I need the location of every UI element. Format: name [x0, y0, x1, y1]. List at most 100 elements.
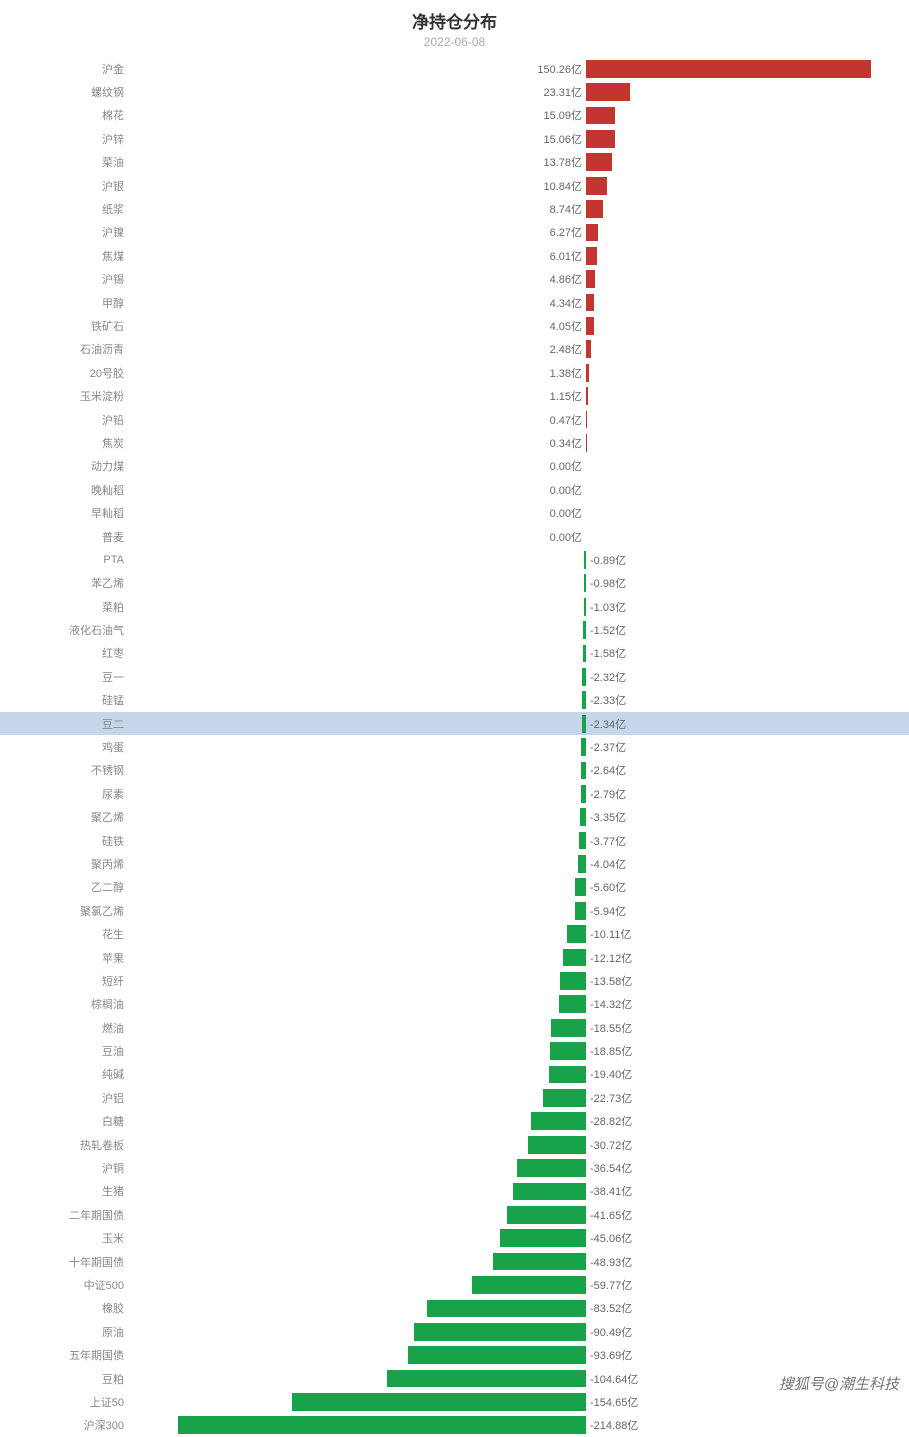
- chart-row[interactable]: 二年期国债-41.65亿: [0, 1203, 909, 1226]
- chart-row[interactable]: 白糖-28.82亿: [0, 1110, 909, 1133]
- chart-row[interactable]: 生猪-38.41亿: [0, 1180, 909, 1203]
- chart-row[interactable]: 尿素-2.79亿: [0, 782, 909, 805]
- chart-row[interactable]: 纸浆8.74亿: [0, 197, 909, 220]
- bar-cell: -1.52亿: [130, 618, 909, 641]
- chart-row[interactable]: 沪锡4.86亿: [0, 268, 909, 291]
- chart-row[interactable]: 不锈钢-2.64亿: [0, 759, 909, 782]
- chart-row[interactable]: 沪银10.84亿: [0, 174, 909, 197]
- chart-row[interactable]: 橡胶-83.52亿: [0, 1297, 909, 1320]
- bar-cell: 15.09亿: [130, 104, 909, 127]
- bar-cell: -2.37亿: [130, 735, 909, 758]
- value-label: 0.34亿: [550, 435, 586, 451]
- chart-row[interactable]: 铁矿石4.05亿: [0, 314, 909, 337]
- chart-row[interactable]: 早籼稻0.00亿: [0, 501, 909, 524]
- chart-row[interactable]: 红枣-1.58亿: [0, 642, 909, 665]
- chart-row[interactable]: 十年期国债-48.93亿: [0, 1250, 909, 1273]
- bar-cell: 6.27亿: [130, 221, 909, 244]
- chart-row[interactable]: 豆油-18.85亿: [0, 1039, 909, 1062]
- chart-row[interactable]: 聚丙烯-4.04亿: [0, 852, 909, 875]
- chart-row[interactable]: 聚乙烯-3.35亿: [0, 806, 909, 829]
- chart-row[interactable]: PTA-0.89亿: [0, 548, 909, 571]
- bar-cell: -3.77亿: [130, 829, 909, 852]
- value-label: 0.00亿: [550, 505, 586, 521]
- chart-row[interactable]: 普麦0.00亿: [0, 525, 909, 548]
- category-label: 尿素: [0, 786, 130, 802]
- bar-positive: [586, 247, 597, 265]
- bar-cell: -12.12亿: [130, 946, 909, 969]
- chart-row[interactable]: 上证50-154.65亿: [0, 1390, 909, 1413]
- value-label: 0.47亿: [550, 412, 586, 428]
- chart-row[interactable]: 短纤-13.58亿: [0, 969, 909, 992]
- chart-row[interactable]: 棉花15.09亿: [0, 104, 909, 127]
- category-label: 棕榈油: [0, 996, 130, 1012]
- bar-negative: [575, 878, 586, 896]
- chart-row[interactable]: 石油沥青2.48亿: [0, 338, 909, 361]
- chart-row[interactable]: 苯乙烯-0.98亿: [0, 572, 909, 595]
- value-label: -10.11亿: [586, 926, 631, 942]
- bar-positive: [586, 200, 603, 218]
- chart-row[interactable]: 鸡蛋-2.37亿: [0, 735, 909, 758]
- value-label: 4.86亿: [550, 271, 586, 287]
- chart-row[interactable]: 豆粕-104.64亿: [0, 1367, 909, 1390]
- category-label: 玉米: [0, 1230, 130, 1246]
- category-label: 聚丙烯: [0, 856, 130, 872]
- chart-row[interactable]: 原油-90.49亿: [0, 1320, 909, 1343]
- chart-row[interactable]: 液化石油气-1.52亿: [0, 618, 909, 641]
- bar-cell: 15.06亿: [130, 127, 909, 150]
- chart-row[interactable]: 豆一-2.32亿: [0, 665, 909, 688]
- bar-positive: [586, 434, 587, 452]
- chart-row[interactable]: 沪铅0.47亿: [0, 408, 909, 431]
- chart-row[interactable]: 沪铜-36.54亿: [0, 1156, 909, 1179]
- chart-row[interactable]: 纯碱-19.40亿: [0, 1063, 909, 1086]
- chart-row[interactable]: 20号胶1.38亿: [0, 361, 909, 384]
- chart-row[interactable]: 菜油13.78亿: [0, 151, 909, 174]
- chart-area: 沪金150.26亿螺纹钢23.31亿棉花15.09亿沪锌 15.06亿菜油13.7…: [0, 57, 909, 1437]
- category-label: 聚乙烯: [0, 809, 130, 825]
- chart-row[interactable]: 花生-10.11亿: [0, 922, 909, 945]
- chart-row[interactable]: 豆二-2.34亿: [0, 712, 909, 735]
- bar-cell: -4.04亿: [130, 852, 909, 875]
- chart-row[interactable]: 棕榈油-14.32亿: [0, 993, 909, 1016]
- chart-row[interactable]: 聚氯乙烯-5.94亿: [0, 899, 909, 922]
- chart-row[interactable]: 沪锌 15.06亿: [0, 127, 909, 150]
- chart-row[interactable]: 焦炭0.34亿: [0, 431, 909, 454]
- chart-row[interactable]: 动力煤0.00亿: [0, 455, 909, 478]
- value-label: -1.52亿: [586, 622, 626, 638]
- chart-row[interactable]: 菜粕-1.03亿: [0, 595, 909, 618]
- chart-row[interactable]: 晚籼稻 0.00亿: [0, 478, 909, 501]
- bar-positive: [586, 387, 588, 405]
- chart-row[interactable]: 硅锰-2.33亿: [0, 689, 909, 712]
- bar-cell: -28.82亿: [130, 1110, 909, 1133]
- chart-row[interactable]: 沪金150.26亿: [0, 57, 909, 80]
- chart-row[interactable]: 乙二醇-5.60亿: [0, 876, 909, 899]
- value-label: -2.34亿: [586, 716, 626, 732]
- chart-row[interactable]: 玉米-45.06亿: [0, 1227, 909, 1250]
- value-label: 0.00亿: [550, 482, 586, 498]
- chart-row[interactable]: 五年期国债-93.69亿: [0, 1343, 909, 1366]
- chart-row[interactable]: 沪深300-214.88亿: [0, 1414, 909, 1437]
- chart-row[interactable]: 燃油-18.55亿: [0, 1016, 909, 1039]
- chart-row[interactable]: 焦煤6.01亿: [0, 244, 909, 267]
- bar-positive: [586, 364, 589, 382]
- value-label: 15.06亿: [543, 131, 586, 147]
- chart-row[interactable]: 沪镍6.27亿: [0, 221, 909, 244]
- bar-negative: [560, 972, 586, 990]
- bar-cell: -83.52亿: [130, 1297, 909, 1320]
- chart-row[interactable]: 硅铁-3.77亿: [0, 829, 909, 852]
- value-label: -83.52亿: [586, 1300, 632, 1316]
- chart-row[interactable]: 玉米淀粉1.15亿: [0, 384, 909, 407]
- chart-row[interactable]: 螺纹钢23.31亿: [0, 80, 909, 103]
- chart-row[interactable]: 沪铝-22.73亿: [0, 1086, 909, 1109]
- bar-negative: [178, 1416, 586, 1434]
- category-label: 晚籼稻: [0, 482, 130, 498]
- chart-row[interactable]: 苹果-12.12亿: [0, 946, 909, 969]
- category-label: 沪锌: [0, 131, 130, 147]
- bar-cell: -3.35亿: [130, 806, 909, 829]
- chart-row[interactable]: 热轧卷板-30.72亿: [0, 1133, 909, 1156]
- chart-row[interactable]: 中证500-59.77亿: [0, 1273, 909, 1296]
- bar-negative: [472, 1276, 586, 1294]
- category-label: 菜粕: [0, 599, 130, 615]
- chart-row[interactable]: 甲醇4.34亿: [0, 291, 909, 314]
- category-label: 普麦: [0, 529, 130, 545]
- value-label: 150.26亿: [537, 61, 586, 77]
